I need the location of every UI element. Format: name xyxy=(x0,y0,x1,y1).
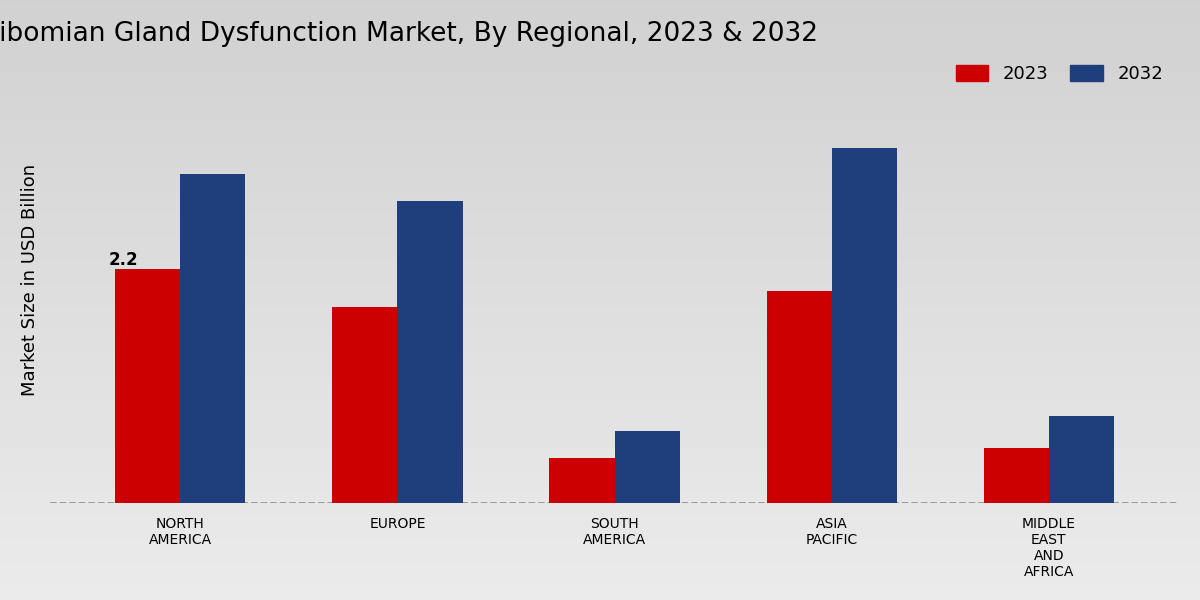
Bar xyxy=(984,448,1049,503)
Bar xyxy=(332,307,397,503)
Bar xyxy=(180,174,245,503)
Text: 2.2: 2.2 xyxy=(108,251,138,269)
Bar xyxy=(397,200,462,503)
Bar xyxy=(832,148,896,503)
Bar xyxy=(767,290,832,503)
Bar xyxy=(550,458,614,503)
Text: Meibomian Gland Dysfunction Market, By Regional, 2023 & 2032: Meibomian Gland Dysfunction Market, By R… xyxy=(0,21,817,47)
Bar xyxy=(614,431,679,503)
Bar xyxy=(1049,416,1114,503)
Y-axis label: Market Size in USD Billion: Market Size in USD Billion xyxy=(20,164,38,396)
Bar xyxy=(115,269,180,503)
Legend: 2023, 2032: 2023, 2032 xyxy=(949,58,1170,91)
